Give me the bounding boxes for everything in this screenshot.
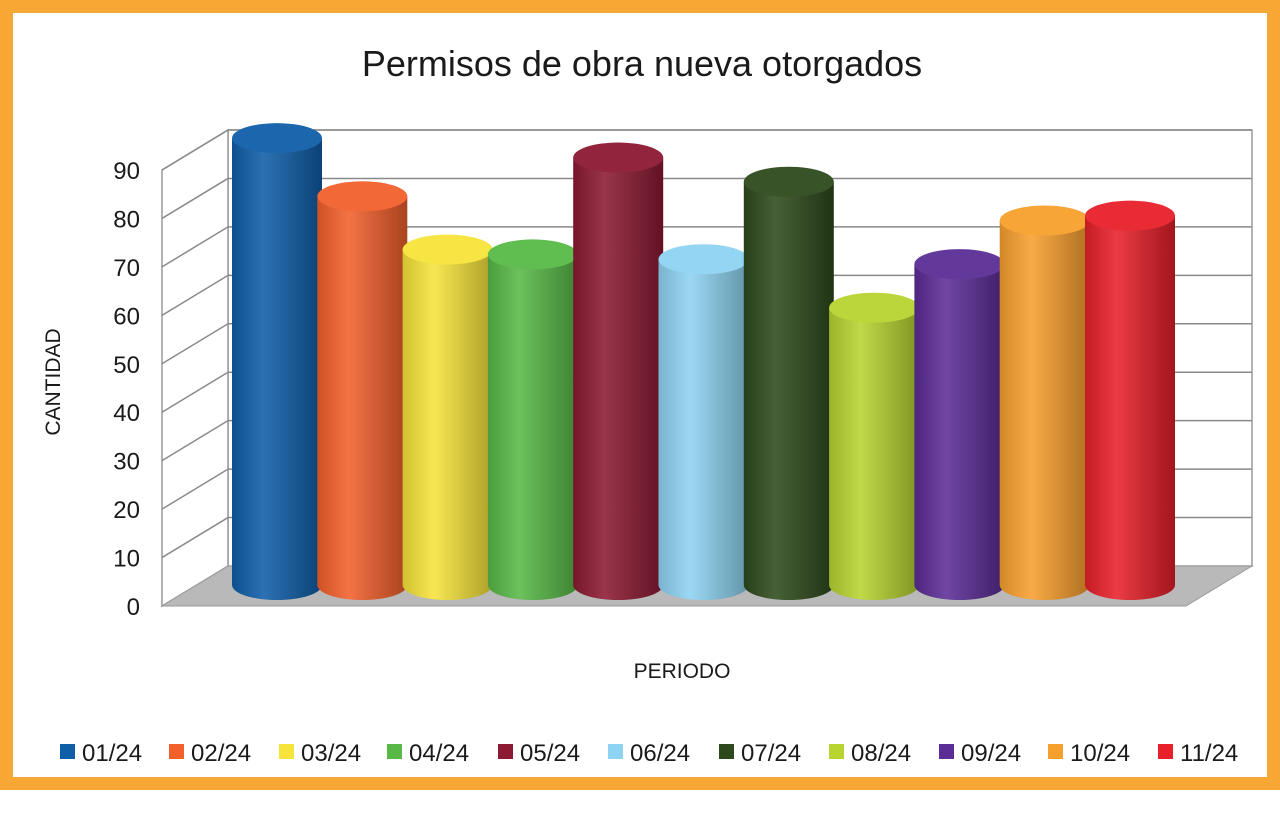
legend-label: 05/24 bbox=[520, 740, 580, 767]
legend-swatch bbox=[387, 744, 402, 759]
bar-top bbox=[1085, 200, 1175, 231]
y-tick-label: 60 bbox=[113, 303, 140, 330]
y-tick-label: 0 bbox=[127, 594, 140, 621]
bar-body bbox=[658, 259, 749, 600]
y-tick-label: 30 bbox=[113, 449, 140, 476]
y-tick-label: 70 bbox=[113, 255, 140, 282]
bar-top bbox=[743, 166, 834, 197]
x-axis-label: PERIODO bbox=[634, 660, 731, 683]
legend-item: 10/24 bbox=[1048, 740, 1130, 767]
legend-swatch bbox=[279, 744, 294, 759]
legend-item: 04/24 bbox=[387, 740, 469, 767]
gridline-side bbox=[161, 226, 229, 268]
gridline-side bbox=[161, 516, 229, 559]
legend-swatch bbox=[719, 744, 734, 759]
bar-08-24 bbox=[829, 292, 920, 601]
gridline-side bbox=[161, 371, 229, 413]
legend-label: 09/24 bbox=[961, 740, 1021, 767]
y-tick-label: 40 bbox=[113, 400, 140, 427]
legend-swatch bbox=[1048, 744, 1063, 759]
y-tick-label: 20 bbox=[113, 497, 140, 524]
bar-top bbox=[829, 292, 920, 323]
legend-label: 04/24 bbox=[409, 740, 469, 767]
legend-item: 09/24 bbox=[939, 740, 1021, 767]
bar-body bbox=[914, 264, 1005, 601]
bar-top bbox=[317, 181, 408, 212]
gridline-side bbox=[161, 468, 229, 510]
bar-body bbox=[829, 307, 920, 601]
bar-03-24 bbox=[402, 234, 493, 601]
gridline-side bbox=[161, 420, 229, 462]
bar-body bbox=[999, 220, 1090, 600]
legend-label: 06/24 bbox=[630, 740, 690, 767]
legend-item: 05/24 bbox=[498, 740, 580, 767]
legend-swatch bbox=[169, 744, 184, 759]
legend-item: 03/24 bbox=[279, 740, 361, 767]
bar-body bbox=[1085, 215, 1175, 600]
legend-label: 01/24 bbox=[82, 740, 142, 767]
legend: 01/24 02/24 03/24 04/24 05/24 06/24 07/24 08/24… bbox=[60, 740, 1238, 767]
bar-top bbox=[999, 205, 1090, 236]
legend-label: 11/24 bbox=[1180, 740, 1238, 767]
bar-06-24 bbox=[658, 244, 749, 600]
bars bbox=[232, 123, 1175, 601]
y-tick-labels: 0 10 20 30 40 50 60 70 80 90 bbox=[113, 158, 140, 621]
legend-swatch bbox=[939, 744, 954, 759]
legend-label: 07/24 bbox=[741, 740, 801, 767]
bar-top bbox=[914, 249, 1005, 280]
y-axis-label: CANTIDAD bbox=[42, 328, 65, 435]
legend-swatch bbox=[60, 744, 75, 759]
legend-label: 02/24 bbox=[191, 740, 251, 767]
legend-swatch bbox=[829, 744, 844, 759]
bar-body bbox=[232, 138, 322, 600]
y-tick-label: 90 bbox=[113, 158, 140, 185]
legend-item: 02/24 bbox=[169, 740, 251, 767]
legend-swatch bbox=[608, 744, 623, 759]
bar-body bbox=[402, 249, 493, 601]
gridline-side bbox=[161, 323, 229, 365]
bar-top bbox=[573, 142, 664, 173]
legend-swatch bbox=[1158, 744, 1173, 759]
legend-label: 08/24 bbox=[851, 740, 911, 767]
y-tick-label: 50 bbox=[113, 352, 140, 379]
legend-item: 01/24 bbox=[60, 740, 142, 767]
bar-top bbox=[232, 123, 322, 154]
legend-item: 07/24 bbox=[719, 740, 801, 767]
gridline-side bbox=[161, 177, 229, 220]
legend-label: 03/24 bbox=[301, 740, 361, 767]
y-tick-label: 80 bbox=[113, 206, 140, 233]
bar-top bbox=[402, 234, 493, 265]
gridline-side bbox=[161, 274, 229, 316]
bar-body bbox=[317, 196, 408, 601]
bar-11-24 bbox=[1085, 200, 1175, 600]
bar-top bbox=[487, 239, 578, 270]
bar-body bbox=[743, 181, 834, 601]
y-tick-label: 10 bbox=[113, 546, 140, 573]
bar-top bbox=[658, 244, 749, 275]
legend-swatch bbox=[498, 744, 513, 759]
bar-body bbox=[487, 254, 578, 600]
chart-title: Permisos de obra nueva otorgados bbox=[362, 43, 922, 84]
bar-05-24 bbox=[573, 142, 664, 601]
bar-10-24 bbox=[999, 205, 1090, 600]
legend-item: 06/24 bbox=[608, 740, 690, 767]
bar-07-24 bbox=[743, 166, 834, 601]
side-wall bbox=[161, 128, 229, 608]
legend-item: 11/24 bbox=[1158, 740, 1238, 767]
bar-04-24 bbox=[487, 239, 578, 600]
legend-label: 10/24 bbox=[1070, 740, 1130, 767]
bar-02-24 bbox=[317, 181, 408, 601]
bar-09-24 bbox=[914, 249, 1005, 601]
gridline-side bbox=[161, 129, 229, 171]
bar-body bbox=[573, 157, 664, 601]
bar-01-24 bbox=[232, 123, 322, 600]
legend-item: 08/24 bbox=[829, 740, 911, 767]
